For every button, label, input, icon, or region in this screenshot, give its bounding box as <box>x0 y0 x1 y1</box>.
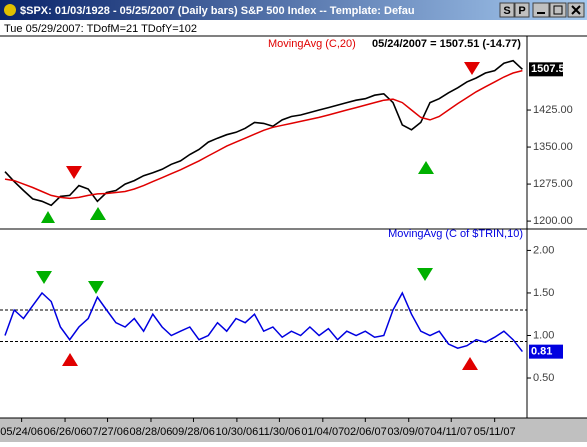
x-tick-label: 02/06/07 <box>344 426 387 438</box>
series-line <box>4 291 523 353</box>
button-label: S <box>503 5 510 17</box>
sell-marker <box>66 166 82 179</box>
x-tick-label: 08/28/06 <box>130 426 173 438</box>
last-value-label: 1507.51 <box>531 63 571 75</box>
x-tick-label: 10/30/06 <box>215 426 258 438</box>
x-tick-label: 05/24/06 <box>0 426 43 438</box>
close-icon <box>571 5 581 15</box>
app-icon <box>4 4 16 16</box>
buy-marker <box>36 271 52 284</box>
button[interactable] <box>514 2 530 18</box>
annotation: 05/24/2007 = 1507.51 (-14.77) <box>372 38 521 50</box>
window-title: $SPX: 01/03/1928 - 05/25/2007 (Daily bar… <box>20 5 415 17</box>
sell-marker <box>462 357 478 370</box>
y-tick-label: 1.50 <box>533 287 554 299</box>
x-tick-label: 03/09/07 <box>387 426 430 438</box>
y-tick-label: 1.00 <box>533 329 554 341</box>
y-tick-label: 1425.00 <box>533 104 573 116</box>
x-tick-label: 04/11/07 <box>430 426 472 438</box>
x-tick-label: 09/28/06 <box>172 426 215 438</box>
maximize-button[interactable] <box>549 2 567 18</box>
series-line <box>4 59 523 207</box>
last-value-label: 0.81 <box>531 346 552 358</box>
status-text: Tue 05/29/2007: TDofM=21 TDofY=102 <box>4 23 197 35</box>
signal-markers <box>36 62 480 370</box>
last-value-box <box>529 62 563 77</box>
buy-marker <box>41 211 55 223</box>
x-tick-label: 11/30/06 <box>258 426 300 438</box>
legend-label: MovingAvg (C,20) <box>268 38 356 50</box>
sell-marker <box>62 353 78 366</box>
buy-marker <box>90 207 106 220</box>
y-tick-label: 1200.00 <box>533 215 573 227</box>
x-tick-label: 01/04/07 <box>301 426 344 438</box>
legend-label: MovingAvg (C of $TRIN,10) <box>388 228 523 240</box>
series-line <box>4 69 523 200</box>
minimize-button[interactable] <box>532 2 550 18</box>
buy-marker <box>88 281 104 294</box>
y-tick-label: 1275.00 <box>533 178 573 190</box>
y-tick-label: 0.50 <box>533 372 554 384</box>
button[interactable] <box>499 2 515 18</box>
buy-marker <box>418 161 434 174</box>
button-label: P <box>518 5 525 17</box>
buy-marker <box>417 268 433 281</box>
x-tick-label: 05/11/07 <box>474 426 516 438</box>
title-bar <box>0 0 587 20</box>
sell-marker <box>464 62 480 75</box>
x-tick-label: 07/27/06 <box>86 426 129 438</box>
maximize-icon <box>553 5 563 15</box>
x-tick-label: 06/26/06 <box>44 426 87 438</box>
last-value-box <box>529 344 563 359</box>
y-tick-label: 1350.00 <box>533 141 573 153</box>
y-tick-label: 2.00 <box>533 244 554 256</box>
